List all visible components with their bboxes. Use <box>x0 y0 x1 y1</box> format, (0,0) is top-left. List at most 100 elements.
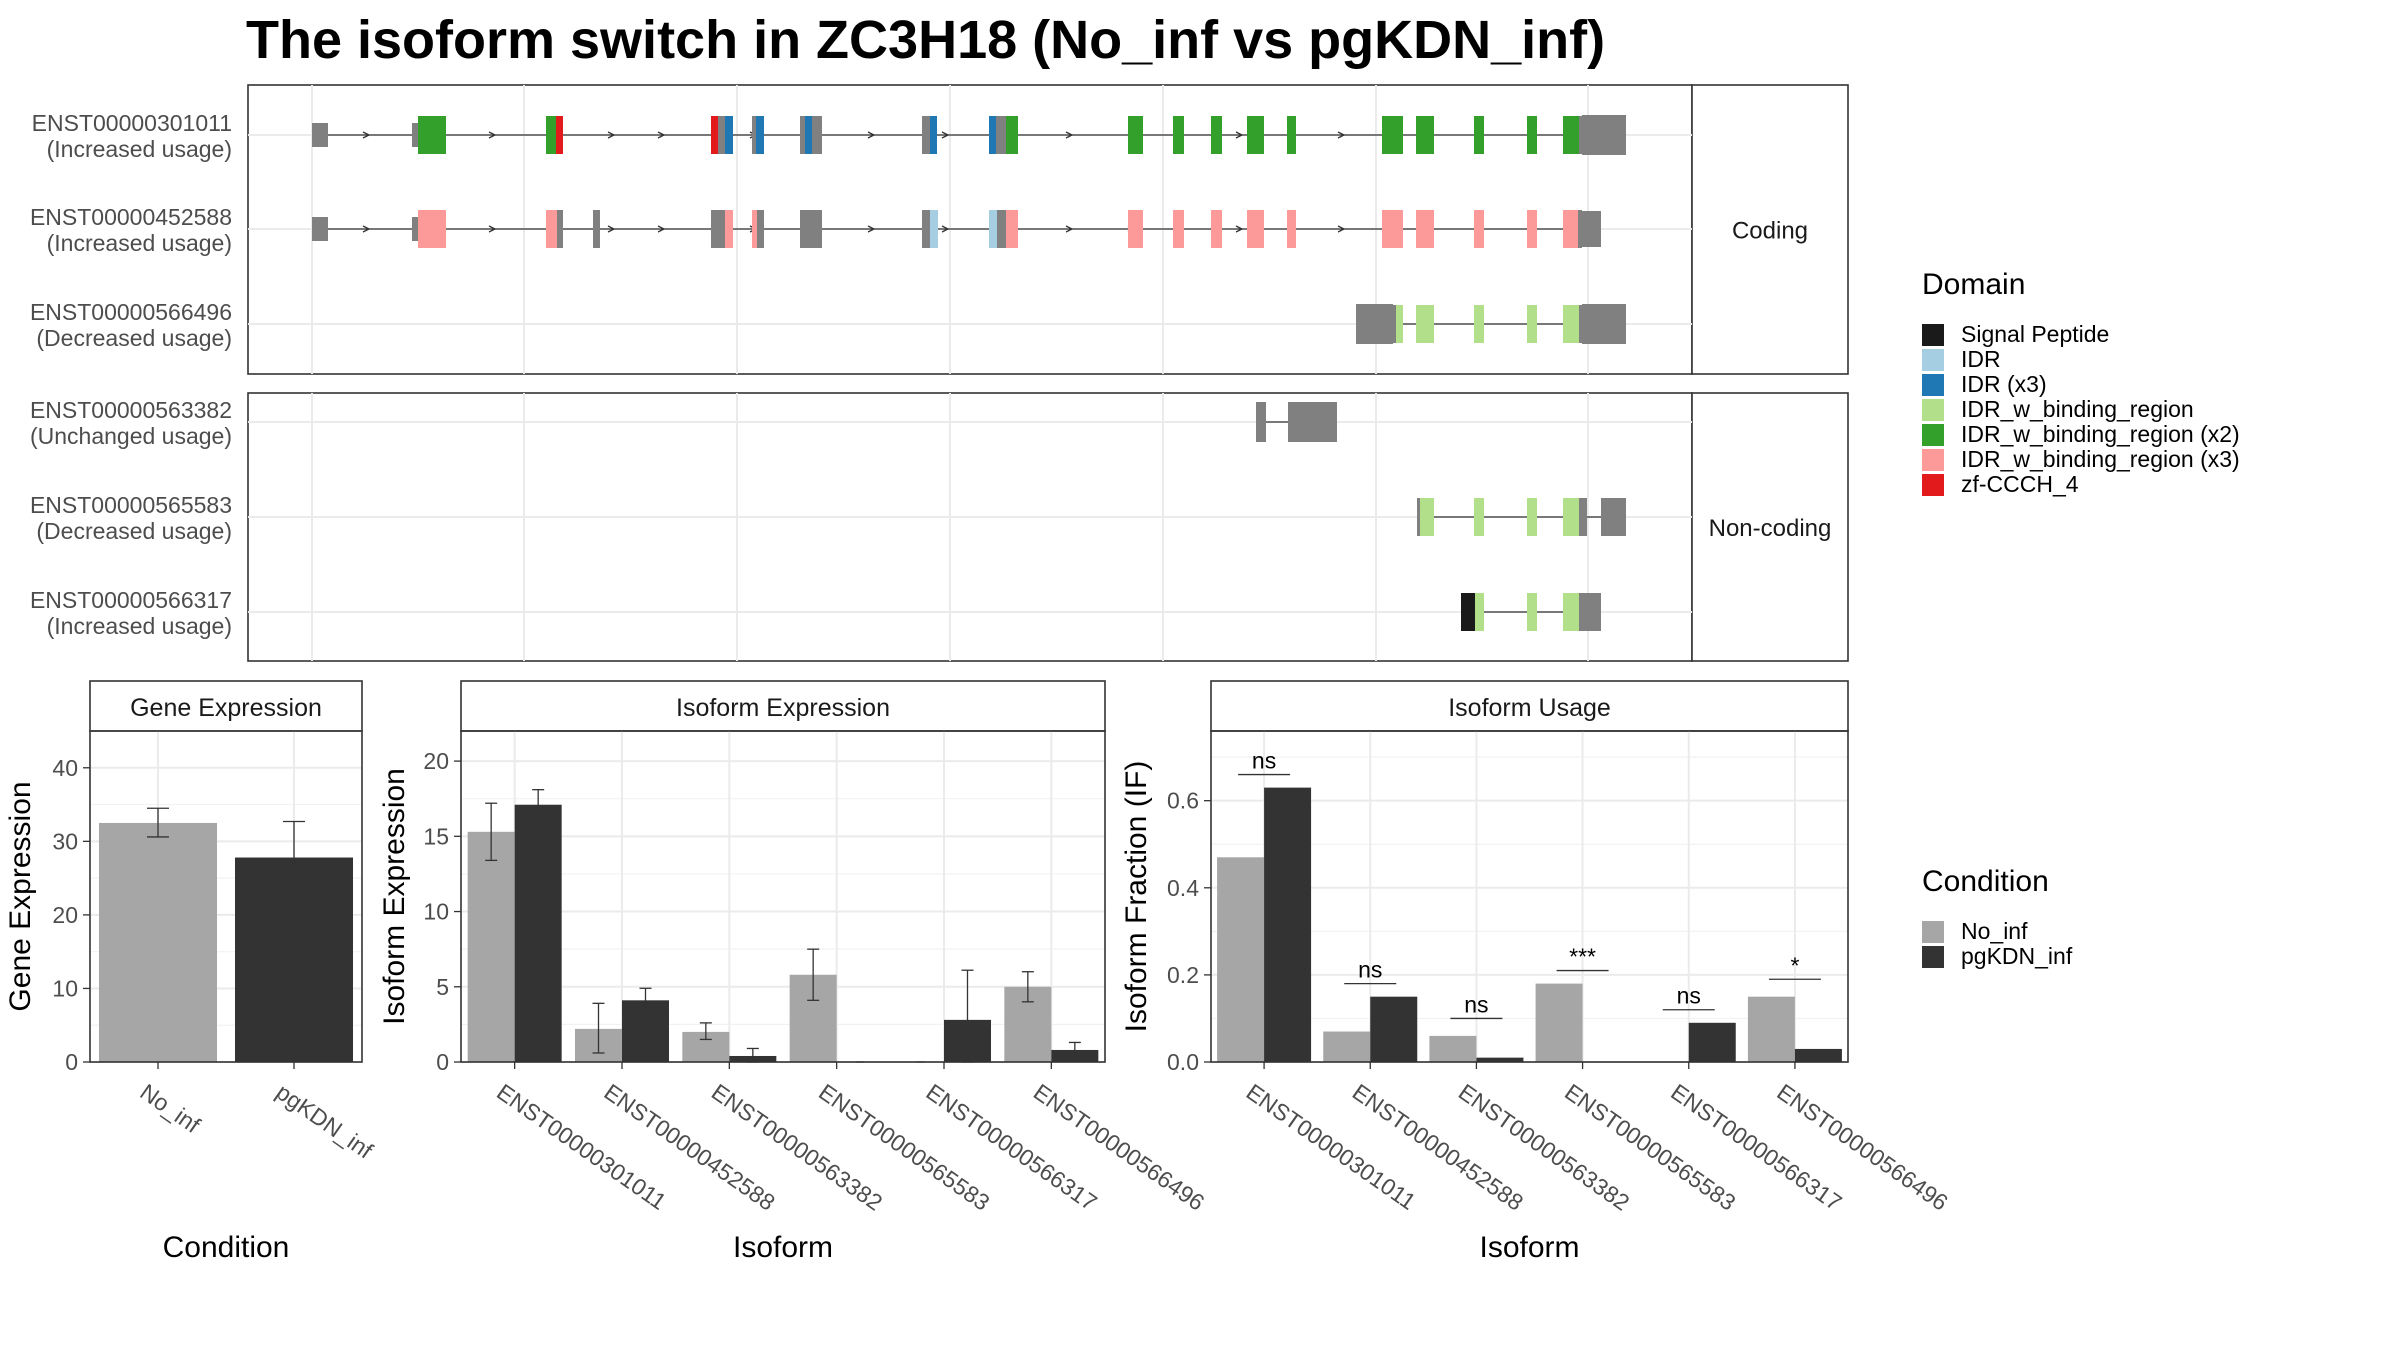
domain-idr-binding-x3 <box>1128 210 1143 248</box>
domain-idr-binding <box>1563 593 1579 631</box>
transcript-id-label: ENST00000566317 <box>30 587 232 613</box>
x-tick-label: ENST00000452588 <box>599 1079 779 1216</box>
domain-idr-binding-x3 <box>1527 210 1537 248</box>
x-tick-label: ENST00000566317 <box>1666 1079 1846 1216</box>
exon-gray <box>412 123 418 147</box>
intron-direction-arrow <box>1065 131 1074 139</box>
domain-idr-binding-x2 <box>1128 116 1143 154</box>
y-tick-label: 10 <box>52 975 78 1001</box>
significance-label: ns <box>1252 748 1276 774</box>
intron-direction-arrow <box>1235 225 1244 233</box>
panel-title: Gene Expression <box>130 694 322 722</box>
legend-item-label: IDR_w_binding_region <box>1961 396 2194 422</box>
exon-gray <box>752 116 756 154</box>
exon-gray <box>997 210 1006 248</box>
utr-exon <box>1601 498 1626 536</box>
facet-label: Coding <box>1732 218 1808 245</box>
bar-pgkdn-inf <box>1264 787 1312 1062</box>
y-tick-label: 40 <box>52 755 78 781</box>
y-tick-label: 0 <box>436 1049 449 1075</box>
legend-item-label: IDR <box>1961 346 2001 372</box>
exon-gray <box>711 210 725 248</box>
domain-idr-binding <box>1474 305 1484 343</box>
legend-item-label: No_inf <box>1961 918 2028 944</box>
domain-idr-x3 <box>725 116 733 154</box>
x-axis-title: Isoform <box>1479 1231 1579 1264</box>
x-tick-label: ENST00000566317 <box>921 1079 1101 1216</box>
legend-title: Domain <box>1922 268 2025 301</box>
domain-idr-binding-x2 <box>418 116 446 154</box>
domain-idr-binding <box>1563 305 1579 343</box>
y-tick-label: 0 <box>65 1049 78 1075</box>
domain-idr-binding-x3 <box>1006 210 1018 248</box>
legend-swatch <box>1922 449 1944 471</box>
intron-direction-arrow <box>362 225 371 233</box>
x-tick-label: ENST00000563382 <box>1454 1079 1634 1216</box>
legend-item-label: IDR_w_binding_region (x2) <box>1961 421 2240 447</box>
y-tick-label: 15 <box>423 823 449 849</box>
exon-gray <box>922 210 930 248</box>
legend-item-label: IDR_w_binding_region (x3) <box>1961 446 2240 472</box>
domain-idr-binding-x3 <box>418 210 446 248</box>
facet-strip <box>1691 392 1849 662</box>
transcript-id-label: ENST00000566496 <box>30 299 232 325</box>
domain-zf-ccch <box>556 116 563 154</box>
transcript-usage-label: (Increased usage) <box>47 136 232 162</box>
panel-strip <box>89 680 363 732</box>
exon-gray <box>1579 305 1582 343</box>
x-tick-label: ENST00000565583 <box>1560 1079 1740 1216</box>
structure-panel-noncoding: Non-coding <box>247 392 1849 662</box>
transcript-usage-label: (Unchanged usage) <box>30 423 232 449</box>
domain-idr-x3 <box>989 116 996 154</box>
legend-swatch <box>1922 399 1944 421</box>
bar-no-inf <box>1429 1035 1477 1062</box>
y-axis-title: Gene Expression <box>4 781 37 1011</box>
y-tick-label: 30 <box>52 828 78 854</box>
intron-direction-arrow <box>1337 225 1346 233</box>
exon-gray <box>557 210 563 248</box>
bar-pgkdn-inf <box>1794 1048 1842 1062</box>
significance-label: *** <box>1569 944 1596 970</box>
domain-idr-binding-x2 <box>1382 116 1403 154</box>
legend-swatch <box>1922 921 1944 943</box>
structure-panel-frame <box>247 392 1693 662</box>
legend-swatch <box>1922 474 1944 496</box>
domain-idr-binding-x3 <box>1287 210 1296 248</box>
panel-frame <box>1210 730 1849 1063</box>
domain-idr-binding-x3 <box>752 210 757 248</box>
domain-idr-binding-x3 <box>1382 210 1403 248</box>
bar-pgkdn-inf <box>1370 996 1418 1062</box>
x-tick-label: ENST00000566496 <box>1772 1079 1952 1216</box>
isoform-usage-panel: Isoform Usage ns ns ns *** ns * 0.0 0.2 0.4 0.6 ENS… <box>1120 680 1953 1264</box>
significance-label: * <box>1790 952 1799 978</box>
intron-direction-arrow <box>867 225 876 233</box>
domain-idr-binding-x2 <box>1006 116 1018 154</box>
intron-direction-arrow <box>607 225 616 233</box>
y-tick-label: 10 <box>423 899 449 925</box>
bar-pgkdn-inf <box>1688 1022 1736 1062</box>
intron-direction-arrow <box>657 225 666 233</box>
transcript-id-label: ENST00000565583 <box>30 492 232 518</box>
facet-label: Non-coding <box>1709 515 1832 542</box>
exon-gray <box>800 210 822 248</box>
domain-idr-binding-x3 <box>1416 210 1434 248</box>
exon-gray <box>718 116 725 154</box>
legend-swatch <box>1922 946 1944 968</box>
x-tick-label: ENST00000563382 <box>707 1079 887 1216</box>
exon-gray <box>412 217 418 241</box>
exon-gray <box>1288 402 1337 442</box>
utr-exon <box>1582 211 1601 247</box>
y-tick-label: 5 <box>436 974 449 1000</box>
gene-expression-panel: Gene Expression 0 10 20 30 40 No_inf pgKDN_inf C… <box>4 680 378 1264</box>
intron-direction-arrow <box>941 131 950 139</box>
significance-label: ns <box>1358 957 1382 983</box>
transcript-id-label: ENST00000452588 <box>30 204 232 230</box>
bar-no-inf <box>1217 857 1265 1062</box>
intron-direction-arrow <box>488 131 497 139</box>
domain-idr-binding-x2 <box>1173 116 1184 154</box>
panel-title: Isoform Usage <box>1448 694 1611 722</box>
bar-no-inf <box>1535 983 1583 1062</box>
domain-idr <box>930 210 938 248</box>
